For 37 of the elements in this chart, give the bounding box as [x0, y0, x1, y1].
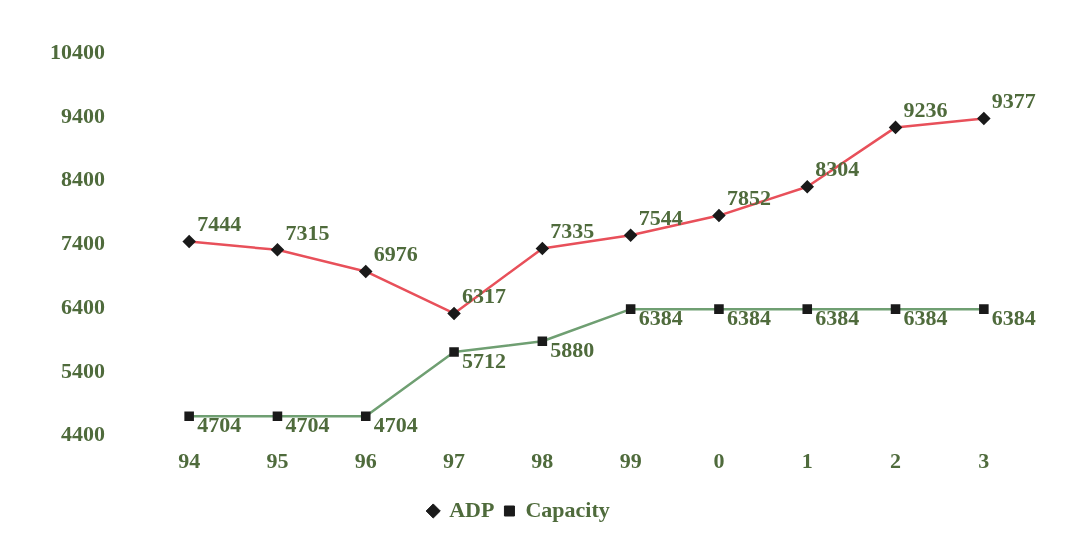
data-label: 6384: [638, 304, 683, 330]
data-label: 5880: [550, 336, 595, 362]
data-label: 9377: [991, 88, 1036, 114]
x-tick-label: 95: [266, 448, 289, 474]
data-label: 7444: [197, 211, 242, 237]
legend-label: Capacity: [525, 496, 610, 522]
y-tick-label: 4400: [61, 421, 105, 447]
data-label: 5712: [462, 347, 507, 373]
data-label: 4704: [373, 411, 418, 437]
data-label: 4704: [197, 411, 242, 437]
x-tick-label: 94: [178, 448, 201, 474]
data-label: 6384: [726, 304, 771, 330]
data-label: 6976: [373, 241, 418, 267]
data-label: 7544: [638, 204, 683, 230]
x-tick-label: 1: [801, 448, 813, 474]
x-tick-label: 96: [354, 448, 377, 474]
data-label: 7335: [550, 218, 595, 244]
y-tick-label: 10400: [50, 38, 105, 64]
data-label: 6384: [815, 304, 860, 330]
data-label: 6384: [903, 304, 948, 330]
y-tick-label: 8400: [61, 166, 105, 192]
data-label: 6384: [991, 304, 1036, 330]
x-tick-label: 0: [713, 448, 725, 474]
y-tick-label: 9400: [61, 102, 105, 128]
data-label: 9236: [903, 97, 948, 123]
y-tick-label: 5400: [61, 357, 105, 383]
x-tick-label: 3: [978, 448, 990, 474]
data-label: 7315: [285, 219, 330, 245]
y-tick-label: 6400: [61, 293, 105, 319]
x-tick-label: 98: [531, 448, 554, 474]
x-tick-label: 99: [619, 448, 642, 474]
x-tick-label: 97: [443, 448, 466, 474]
data-label: 4704: [285, 411, 330, 437]
data-label: 7852: [726, 185, 771, 211]
y-tick-label: 7400: [61, 230, 105, 256]
legend-label: ADP: [449, 496, 495, 522]
x-tick-label: 2: [890, 448, 902, 474]
